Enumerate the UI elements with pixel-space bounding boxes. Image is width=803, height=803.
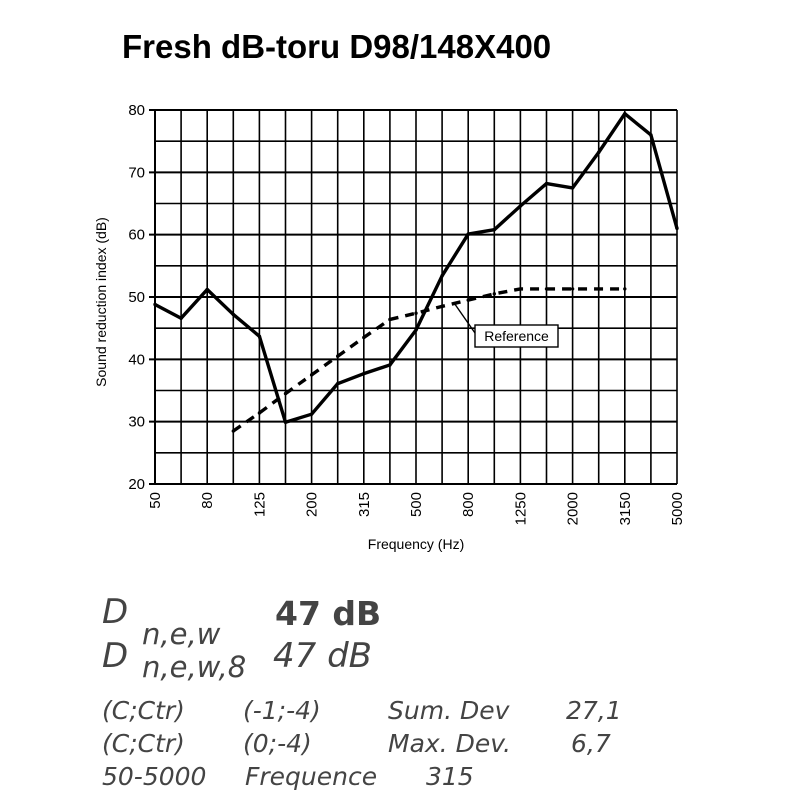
measured-point-1600 xyxy=(544,181,549,186)
x-tick-label: 125 xyxy=(251,492,268,517)
frequence-label: Frequence xyxy=(245,762,378,791)
x-tick-label: 315 xyxy=(356,492,373,517)
x-tick-label: 500 xyxy=(408,492,425,517)
dnew-value: 47 dB xyxy=(275,594,382,633)
reference-point-200 xyxy=(309,373,314,377)
dnew-symbol: D xyxy=(102,592,129,632)
measured-point-630 xyxy=(440,274,444,278)
measured-point-2000 xyxy=(570,186,575,190)
y-tick-label: 80 xyxy=(128,102,145,119)
measured-point-800 xyxy=(466,232,470,236)
reference-series-line xyxy=(232,287,625,433)
y-tick-label: 20 xyxy=(128,476,145,493)
series-group xyxy=(153,112,679,433)
reference-leader-line xyxy=(453,302,476,334)
measured-point-80 xyxy=(205,287,209,292)
max-dev-label: Max. Dev. xyxy=(388,729,511,758)
measured-point-250 xyxy=(336,381,340,386)
reference-point-1600 xyxy=(544,287,549,291)
reference-point-1250 xyxy=(518,287,523,291)
reference-point-2500 xyxy=(597,287,601,291)
row1-label: (C;Ctr) xyxy=(102,696,185,725)
row1-value: (-1;-4) xyxy=(243,696,321,725)
dnew8-symbol: D xyxy=(102,636,129,676)
x-tick-label: 2000 xyxy=(565,492,582,525)
dnew8-subscript: n,e,w,8 xyxy=(142,650,247,684)
measured-point-400 xyxy=(388,363,392,367)
sum-dev-label: Sum. Dev xyxy=(388,696,510,725)
annotations: Reference xyxy=(453,302,559,348)
measured-point-3150 xyxy=(623,112,627,116)
reference-point-250 xyxy=(336,354,340,358)
measured-point-315 xyxy=(362,371,366,376)
y-tick-label: 60 xyxy=(128,227,145,244)
y-tick-label: 70 xyxy=(128,164,145,181)
frequence-value: 315 xyxy=(426,762,474,791)
row2-label: (C;Ctr) xyxy=(102,729,185,758)
measured-point-500 xyxy=(414,328,418,332)
x-tick-label: 3150 xyxy=(617,492,634,525)
reference-point-800 xyxy=(466,298,470,302)
dnew-subscript: n,e,w xyxy=(142,617,221,651)
measured-point-1000 xyxy=(492,227,496,232)
x-tick-label: 800 xyxy=(460,492,477,517)
max-dev-value: 6,7 xyxy=(571,729,611,758)
measured-point-160 xyxy=(283,420,288,424)
reference-point-315 xyxy=(362,335,366,340)
measured-point-1250 xyxy=(518,204,523,208)
measured-point-100 xyxy=(231,312,235,317)
reference-point-125 xyxy=(257,411,262,415)
measured-point-125 xyxy=(257,334,262,338)
tick-labels: 20 30 40 50 60 70 80 50 80 125 200 315 500 800 1250 200… xyxy=(128,102,686,525)
chart-svg: 20 30 40 50 60 70 80 50 80 125 200 315 500 800 1250 200… xyxy=(93,102,686,552)
reference-point-400 xyxy=(388,317,392,322)
grid xyxy=(149,109,678,485)
y-tick-label: 30 xyxy=(128,414,145,431)
x-tick-label: 80 xyxy=(199,492,216,509)
measured-point-50 xyxy=(153,302,157,307)
x-tick-label: 5000 xyxy=(669,492,686,525)
dnew8-value: 47 dB xyxy=(273,636,372,676)
reference-point-160 xyxy=(283,391,288,396)
chart-title: Fresh dB-toru D98/148X400 xyxy=(122,28,552,65)
row2-value: (0;-4) xyxy=(243,729,312,758)
x-axis-label: Frequency (Hz) xyxy=(368,536,464,552)
measured-point-200 xyxy=(309,412,314,416)
range-label: 50-5000 xyxy=(102,762,207,791)
reference-point-100 xyxy=(231,429,235,433)
reference-callout-label: Reference xyxy=(484,328,549,344)
sum-dev-value: 27,1 xyxy=(566,696,622,725)
reference-point-2000 xyxy=(570,287,575,291)
measured-point-2500 xyxy=(597,150,601,155)
reference-point-500 xyxy=(414,311,418,315)
reference-point-630 xyxy=(440,304,444,309)
x-tick-label: 1250 xyxy=(512,492,529,525)
reference-point-1000 xyxy=(492,292,496,296)
y-tick-label: 40 xyxy=(128,351,145,368)
measured-point-4000 xyxy=(649,133,653,137)
measured-point-5000 xyxy=(675,226,679,231)
x-tick-label: 200 xyxy=(304,492,321,517)
measured-point-63 xyxy=(179,316,183,320)
reference-callout-box xyxy=(474,324,559,348)
y-tick-label: 50 xyxy=(128,289,145,306)
reference-point-3150 xyxy=(623,287,627,291)
y-axis-label: Sound reduction index (dB) xyxy=(93,217,109,387)
x-tick-label: 50 xyxy=(147,492,164,509)
